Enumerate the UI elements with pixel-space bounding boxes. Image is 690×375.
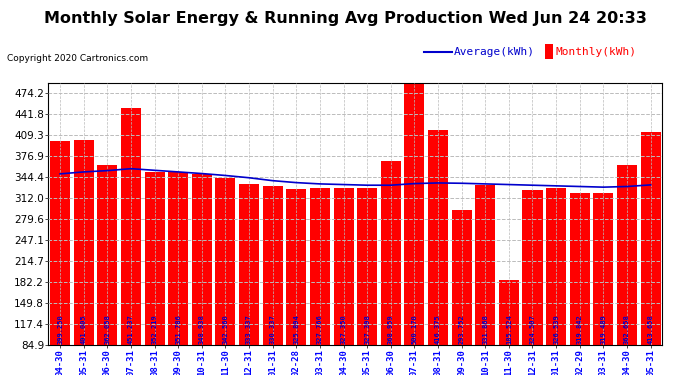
Text: 331.868: 331.868 <box>482 314 489 344</box>
Text: 362.058: 362.058 <box>104 314 110 344</box>
Text: Average(kWh): Average(kWh) <box>454 47 535 57</box>
Text: 327.398: 327.398 <box>364 314 370 344</box>
Bar <box>310 188 330 345</box>
Text: 326.539: 326.539 <box>553 314 559 344</box>
Text: 399.250: 399.250 <box>57 314 63 344</box>
Text: 348.938: 348.938 <box>199 314 205 344</box>
Text: 324.507: 324.507 <box>529 314 535 344</box>
Bar <box>640 132 660 345</box>
Bar <box>381 161 401 345</box>
Bar <box>593 193 613 345</box>
Bar <box>546 188 566 345</box>
Bar <box>192 174 212 345</box>
Bar <box>144 172 165 345</box>
Bar <box>168 172 188 345</box>
Text: Monthly Solar Energy & Running Avg Production Wed Jun 24 20:33: Monthly Solar Energy & Running Avg Produ… <box>43 11 647 26</box>
Text: 327.350: 327.350 <box>341 314 346 344</box>
Bar <box>333 188 353 345</box>
Bar <box>239 184 259 345</box>
FancyBboxPatch shape <box>545 44 553 59</box>
Text: 451.237: 451.237 <box>128 314 134 344</box>
Text: 330.337: 330.337 <box>270 314 276 344</box>
Bar <box>522 190 542 345</box>
Text: 342.560: 342.560 <box>222 314 228 344</box>
Bar <box>617 165 637 345</box>
Text: 351.786: 351.786 <box>175 314 181 344</box>
Text: 368.959: 368.959 <box>388 314 394 344</box>
Text: 401.005: 401.005 <box>81 314 87 344</box>
Text: Copyright 2020 Cartronics.com: Copyright 2020 Cartronics.com <box>7 54 148 63</box>
Text: 413.658: 413.658 <box>648 314 653 344</box>
Bar <box>263 186 283 345</box>
Bar <box>499 280 519 345</box>
Text: 333.337: 333.337 <box>246 314 252 344</box>
Text: 362.658: 362.658 <box>624 314 630 344</box>
Bar <box>404 76 424 345</box>
Bar <box>121 108 141 345</box>
Text: 327.766: 327.766 <box>317 314 323 344</box>
Bar <box>74 140 94 345</box>
Bar <box>428 130 448 345</box>
Bar <box>475 185 495 345</box>
Text: 319.842: 319.842 <box>577 314 583 344</box>
Bar <box>357 188 377 345</box>
Text: 293.752: 293.752 <box>459 314 464 344</box>
Text: 416.375: 416.375 <box>435 314 441 344</box>
Bar <box>215 178 235 345</box>
Text: 500.170: 500.170 <box>411 314 417 344</box>
Text: 325.894: 325.894 <box>293 314 299 344</box>
Text: Monthly(kWh): Monthly(kWh) <box>555 47 636 57</box>
Text: 185.524: 185.524 <box>506 314 512 344</box>
Text: 319.489: 319.489 <box>600 314 607 344</box>
Bar <box>570 193 590 345</box>
Bar <box>97 165 117 345</box>
Bar <box>50 141 70 345</box>
Bar <box>451 210 472 345</box>
Text: 352.219: 352.219 <box>152 314 157 344</box>
Bar <box>286 189 306 345</box>
